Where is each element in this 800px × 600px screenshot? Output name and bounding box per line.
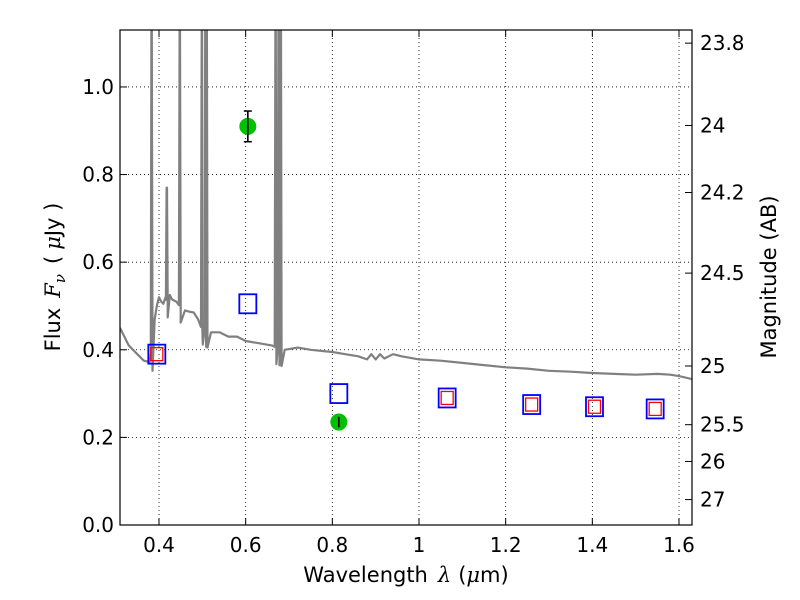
- right-tick-label: 25.5: [700, 413, 745, 437]
- y-tick-label: 0.4: [82, 338, 114, 362]
- blue-square-marker: [522, 394, 542, 415]
- y-tick-label: 0.0: [82, 513, 114, 537]
- y-tick-label: 1.0: [82, 75, 114, 99]
- axis-ticks: 0.4 0.6 0.8 1 1.2 1.4 1.6 0.0 0.2 0.4 0.6 0.8 1.0 23.…: [82, 30, 745, 557]
- red-square-marker: [587, 399, 602, 414]
- x-tick-label: 1.2: [490, 533, 522, 557]
- x-tick-label: 0.8: [316, 533, 348, 557]
- blue-square-marker: [147, 343, 167, 365]
- x-tick-label: 1.4: [576, 533, 608, 557]
- y-axis-flux-symbol: F: [41, 282, 65, 299]
- x-axis-unit-rest: m): [480, 563, 509, 587]
- right-tick-label: 26: [700, 449, 725, 473]
- y-axis-unit-open: (: [41, 256, 65, 264]
- y-axis-unit-rest: Jy ): [41, 203, 65, 239]
- right-tick-label: 24: [700, 113, 725, 137]
- red-square-marker: [150, 347, 164, 362]
- right-tick-label: 25: [700, 354, 725, 378]
- blue-square-marker: [585, 396, 604, 418]
- right-tick-label: 27: [700, 488, 725, 512]
- y-axis-title: Flux Fν ( μJy ): [41, 203, 69, 352]
- x-axis-title: Wavelength λ (μm): [303, 563, 508, 587]
- right-tick-label: 23.8: [700, 31, 745, 55]
- red-square-marker: [648, 401, 662, 417]
- y-tick-label: 0.8: [82, 163, 114, 187]
- plot-frame: [119, 29, 693, 526]
- blue-square-marker: [437, 387, 457, 409]
- x-tick-label: 1: [413, 533, 426, 557]
- x-axis-unit-mu: μ: [466, 563, 480, 587]
- plot-area: [120, 30, 692, 431]
- right-tick-label: 24.2: [700, 181, 745, 205]
- x-tick-label: 0.4: [143, 533, 175, 557]
- model-spectrum-line: [120, 30, 692, 381]
- x-tick-label: 1.6: [663, 533, 695, 557]
- x-axis-label-text: Wavelength: [303, 563, 428, 587]
- blue-square-marker: [645, 398, 665, 420]
- y-axis-label-text: Flux: [41, 308, 65, 352]
- x-axis-unit-open: (: [458, 563, 466, 587]
- blue-square-marker: [238, 293, 258, 315]
- x-tick-label: 0.6: [230, 533, 262, 557]
- y-tick-label: 0.2: [82, 425, 114, 449]
- blue-square-marker: [329, 383, 349, 404]
- x-axis-lambda-symbol: λ: [437, 563, 451, 587]
- y-tick-label: 0.6: [82, 250, 114, 274]
- red-square-marker: [440, 390, 454, 406]
- right-axis-title: Magnitude (AB): [757, 195, 781, 358]
- red-square-marker: [525, 397, 539, 412]
- y-axis-unit-mu: μ: [41, 236, 65, 250]
- right-tick-label: 24.5: [700, 261, 745, 285]
- y-axis-flux-subscript: ν: [51, 274, 69, 283]
